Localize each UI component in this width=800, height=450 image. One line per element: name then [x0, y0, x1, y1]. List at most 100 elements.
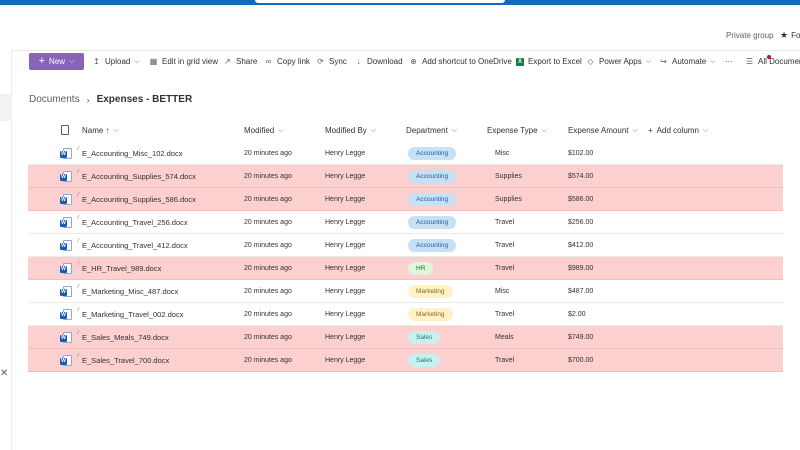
chevron-down-icon: ⌵: [702, 126, 709, 134]
file-name-link[interactable]: E_Accounting_Supplies_586.docx: [82, 195, 196, 204]
file-name-link[interactable]: E_Accounting_Misc_102.docx: [82, 149, 183, 158]
new-file-icon: ⁄: [78, 146, 79, 152]
add-column-button[interactable]: + Add column ⌵: [648, 126, 709, 135]
chevron-down-icon: ⌵: [645, 57, 652, 65]
table-row[interactable]: W ⁄ E_Sales_Meals_749.docx 20 minutes ago He…: [28, 326, 783, 349]
chevron-down-icon: ⌵: [632, 126, 638, 134]
add-shortcut-button[interactable]: ⊕ Add shortcut to OneDrive: [410, 57, 512, 66]
excel-icon: X: [516, 57, 524, 66]
breadcrumb-documents[interactable]: Documents: [29, 94, 80, 105]
file-name-link[interactable]: E_Sales_Travel_700.docx: [82, 356, 170, 365]
table-row[interactable]: W ⁄ E_Marketing_Travel_002.docx 20 minutes …: [28, 303, 783, 326]
column-header-row: Name ↑ ⌵ Modified ⌵ Modified By ⌵ Departmen…: [28, 120, 788, 140]
close-icon[interactable]: ✕: [0, 368, 9, 379]
column-expense-type[interactable]: Expense Type ⌵: [487, 126, 547, 135]
column-expense-amount[interactable]: Expense Amount ⌵: [568, 126, 638, 135]
upload-button[interactable]: ↥ Upload ⌵: [93, 57, 140, 66]
column-modified[interactable]: Modified ⌵: [244, 126, 284, 135]
expense-amount-cell: $989.00: [568, 265, 594, 272]
automate-icon: ↪: [660, 57, 667, 66]
department-badge: HR: [408, 262, 434, 275]
word-document-icon: W: [60, 332, 72, 343]
file-name-link[interactable]: E_Accounting_Supplies_574.docx: [82, 172, 196, 181]
automate-button[interactable]: ↪ Automate ⌵: [660, 57, 716, 66]
follow-button[interactable]: ★ Fo: [780, 30, 800, 40]
share-button[interactable]: ↗ Share: [224, 57, 258, 66]
new-file-icon: ⁄: [78, 353, 79, 359]
column-modified-by[interactable]: Modified By ⌵: [325, 126, 377, 135]
file-name-link[interactable]: E_Marketing_Misc_487.docx: [82, 287, 179, 296]
modified-cell: 20 minutes ago: [244, 311, 292, 318]
file-name-link[interactable]: E_Accounting_Travel_412.docx: [82, 241, 188, 250]
expense-type-cell: Supplies: [495, 173, 522, 180]
view-selector[interactable]: ☰ All Documer: [745, 57, 800, 66]
grid-icon: ▦: [149, 57, 158, 66]
column-name[interactable]: Name ↑ ⌵: [82, 126, 119, 135]
modified-by-cell[interactable]: Henry Legge: [325, 150, 366, 157]
word-document-icon: W: [60, 355, 72, 366]
expense-amount-cell: $700.00: [568, 357, 594, 364]
modified-by-cell[interactable]: Henry Legge: [325, 173, 366, 180]
copy-link-button[interactable]: ∞ Copy link: [265, 57, 310, 66]
expense-type-cell: Travel: [495, 357, 515, 364]
expense-amount-cell: $574.00: [568, 173, 594, 180]
chevron-down-icon: ⌵: [710, 57, 716, 65]
modified-by-cell[interactable]: Henry Legge: [325, 288, 366, 295]
breadcrumb-current: Expenses - BETTER: [96, 94, 193, 105]
modified-by-cell[interactable]: Henry Legge: [325, 219, 366, 226]
share-icon: ↗: [224, 57, 231, 66]
file-type-icon[interactable]: [61, 125, 69, 135]
divider: [0, 50, 800, 51]
table-row[interactable]: W ⁄ E_Accounting_Supplies_574.docx 20 minut…: [28, 165, 783, 188]
table-row[interactable]: W ⁄ E_Marketing_Misc_487.docx 20 minutes ag…: [28, 280, 783, 303]
chevron-down-icon: ⌵: [134, 57, 140, 65]
expense-amount-cell: $2.00: [568, 311, 586, 318]
expense-type-cell: Travel: [495, 265, 515, 272]
table-row[interactable]: W ⁄ E_Accounting_Misc_102.docx 20 minutes a…: [28, 142, 783, 165]
new-file-icon: ⁄: [78, 238, 79, 244]
power-apps-button[interactable]: ◇ Power Apps ⌵: [587, 57, 652, 66]
file-name-link[interactable]: E_HR_Travel_989.docx: [82, 264, 162, 273]
expense-type-cell: Travel: [495, 219, 515, 226]
new-file-icon: ⁄: [78, 261, 79, 267]
table-row[interactable]: W ⁄ E_Sales_Travel_700.docx 20 minutes ago H…: [28, 349, 783, 372]
department-badge: Accounting: [408, 239, 457, 252]
word-document-icon: W: [60, 309, 72, 320]
modified-cell: 20 minutes ago: [244, 150, 292, 157]
modified-cell: 20 minutes ago: [244, 219, 292, 226]
table-row[interactable]: W ⁄ E_Accounting_Supplies_586.docx 20 minut…: [28, 188, 783, 211]
table-row[interactable]: W ⁄ E_Accounting_Travel_412.docx 20 minutes…: [28, 234, 783, 257]
edit-grid-button[interactable]: ▦ Edit in grid view: [149, 57, 219, 66]
shortcut-icon: ⊕: [410, 57, 417, 66]
plus-icon: +: [38, 55, 46, 67]
nav-selected-item[interactable]: [0, 94, 12, 121]
modified-by-cell[interactable]: Henry Legge: [325, 357, 366, 364]
file-name-link[interactable]: E_Sales_Meals_749.docx: [82, 333, 169, 342]
table-row[interactable]: W ⁄ E_Accounting_Travel_256.docx 20 minutes…: [28, 211, 783, 234]
download-button[interactable]: ↓ Download: [354, 57, 403, 66]
file-name-link[interactable]: E_Accounting_Travel_256.docx: [82, 218, 188, 227]
sync-icon: ⟳: [317, 57, 324, 66]
department-badge: Accounting: [408, 147, 457, 160]
export-excel-button[interactable]: X Export to Excel: [516, 57, 582, 66]
department-badge: Sales: [408, 331, 441, 344]
new-button[interactable]: + New ⌵: [29, 53, 84, 70]
sync-button[interactable]: ⟳ Sync: [317, 57, 347, 66]
modified-by-cell[interactable]: Henry Legge: [325, 311, 366, 318]
column-department[interactable]: Department ⌵: [406, 126, 458, 135]
table-row[interactable]: W ⁄ E_HR_Travel_989.docx 20 minutes ago Henr…: [28, 257, 783, 280]
more-button[interactable]: ···: [725, 57, 733, 66]
department-badge: Accounting: [408, 216, 457, 229]
modified-by-cell[interactable]: Henry Legge: [325, 242, 366, 249]
expense-amount-cell: $102.00: [568, 150, 594, 157]
file-list: W ⁄ E_Accounting_Misc_102.docx 20 minutes a…: [28, 142, 783, 372]
modified-by-cell[interactable]: Henry Legge: [325, 334, 366, 341]
search-box[interactable]: [255, 0, 505, 3]
modified-by-cell[interactable]: Henry Legge: [325, 196, 366, 203]
file-name-link[interactable]: E_Marketing_Travel_002.docx: [82, 310, 184, 319]
expense-type-cell: Travel: [495, 242, 515, 249]
modified-by-cell[interactable]: Henry Legge: [325, 265, 366, 272]
department-badge: Accounting: [408, 193, 457, 206]
word-document-icon: W: [60, 240, 72, 251]
department-badge: Sales: [408, 354, 441, 367]
